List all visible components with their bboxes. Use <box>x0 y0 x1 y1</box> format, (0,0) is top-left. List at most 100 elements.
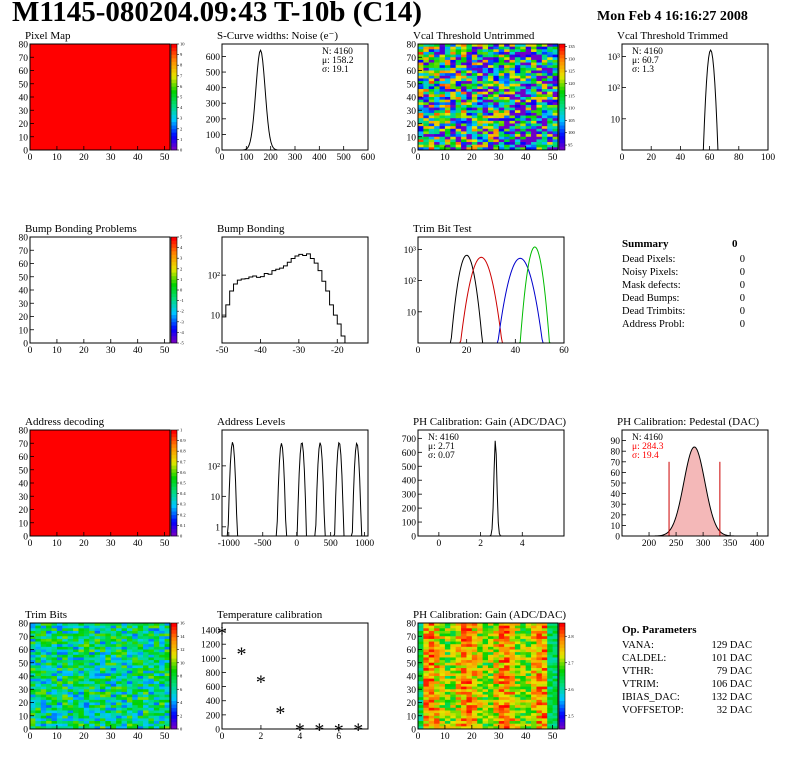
trim-bits-cell <box>105 689 112 693</box>
vcal-untrimmed-cell <box>541 110 548 114</box>
trim-bits-cell <box>83 707 90 711</box>
vcal-untrimmed-cell <box>547 110 554 114</box>
trim-bits-cell <box>110 723 117 727</box>
ph-gain-map-cell <box>552 630 559 634</box>
trim-bits-cell <box>100 665 106 669</box>
trim-bits-cell <box>100 654 106 658</box>
trim-bits-cell <box>137 670 144 674</box>
trim-bits-cell <box>110 636 117 640</box>
ph-gain-map-cell <box>439 699 446 703</box>
trim-bits-cell <box>67 713 74 717</box>
ph-gain-map-cell <box>498 686 505 690</box>
trim-bits-cell <box>73 652 79 656</box>
ph-gain-map-cell <box>509 686 516 690</box>
trim-bits-cell <box>78 694 85 698</box>
ph-gain-map-xtick-label: 40 <box>521 732 531 742</box>
trim-bits-cell <box>105 723 112 727</box>
vcal-untrimmed-cell <box>482 62 489 66</box>
ph-gain-map-cell <box>434 691 440 695</box>
vcal-untrimmed-cell <box>504 44 510 48</box>
vcal-untrimmed-cell <box>488 62 494 66</box>
vcal-untrimmed-cell <box>509 81 516 85</box>
trim-bits-cell <box>30 702 36 706</box>
trim-bits-cell <box>40 633 47 637</box>
ph-gain-map-cell <box>450 702 457 706</box>
trim-bits-cell <box>164 707 171 711</box>
vcal-untrimmed-cell <box>461 97 467 101</box>
trim-bits-cell <box>164 660 171 664</box>
vcal-untrimmed-cell <box>498 115 505 119</box>
ph-gain-map-cell <box>498 683 505 687</box>
vcal-untrimmed-cell <box>504 73 510 77</box>
ph-gain-map-cell <box>477 710 484 714</box>
trim-bits-palette-label: 2 <box>180 713 182 718</box>
ph-gain-map-cell <box>547 718 554 722</box>
ph-gain-map-cell <box>493 686 500 690</box>
vcal-untrimmed-cell <box>471 67 478 71</box>
trim-bits-cell <box>153 678 160 682</box>
trim-bits-cell <box>78 649 85 653</box>
ph-gain-map-cell <box>434 699 440 703</box>
trim-bits-cell <box>121 638 128 642</box>
trim-bits-cell <box>51 665 58 669</box>
ph-gain-map-cell <box>514 630 521 634</box>
ph-gain-map-cell <box>536 633 543 637</box>
ph-gain-map-palette-cell <box>559 668 565 673</box>
ph-gain-map-cell <box>504 660 510 664</box>
vcal-untrimmed-cell <box>488 99 494 103</box>
ph-gain-map-cell <box>471 707 478 711</box>
trim-bits-cell <box>105 652 112 656</box>
ph-gain-map-cell <box>536 660 543 664</box>
ph-gain-map-cell <box>514 726 521 730</box>
trim-bits-cell <box>105 694 112 698</box>
ph-gain-map-cell <box>477 673 484 677</box>
vcal-untrimmed-cell <box>477 89 484 93</box>
vcal-untrimmed-cell <box>488 104 494 108</box>
vcal-untrimmed-cell <box>418 70 424 74</box>
trim-bits-cell <box>126 670 133 674</box>
temp-calibration-point: * <box>334 720 344 742</box>
vcal-untrimmed-cell <box>541 91 548 95</box>
trim-bits-cell <box>100 713 106 717</box>
vcal-untrimmed-cell <box>547 112 554 116</box>
trim-bits-cell <box>159 686 166 690</box>
ph-gain-map-cell <box>547 652 554 656</box>
ph-gain-map-palette-cell <box>559 637 565 641</box>
vcal-untrimmed-cell <box>504 83 510 87</box>
trim-bits-ytick-label: 40 <box>19 673 29 683</box>
ph-gain-map-cell <box>455 673 462 677</box>
bump-problems-palette-label: 1 <box>180 277 182 282</box>
ph-gain-map-cell <box>531 668 537 672</box>
trim-bits-cell <box>35 625 42 629</box>
ph-gain-map-cell <box>520 713 527 717</box>
ph-gain-map-cell <box>552 652 559 656</box>
ph-gain-map-cell <box>488 665 494 669</box>
ph-gain-map-cell <box>450 646 457 650</box>
vcal-untrimmed-cell <box>471 59 478 63</box>
vcal-untrimmed-palette-cell <box>559 51 565 55</box>
trim-bits-cell <box>30 721 36 725</box>
vcal-untrimmed-palette-cell <box>559 82 565 87</box>
trim-bits-cell <box>100 625 106 629</box>
vcal-untrimmed-cell <box>423 86 430 90</box>
pixel-map-palette-label: 6 <box>180 84 183 89</box>
vcal-untrimmed-cell <box>514 75 521 79</box>
trim-bits-cell <box>153 665 160 669</box>
ph-gain-map-xtick-label: 10 <box>440 732 450 742</box>
trim-bits-cell <box>153 670 160 674</box>
vcal-untrimmed-cell <box>450 131 457 135</box>
vcal-untrimmed-cell <box>455 73 462 77</box>
ph-gain-map-cell <box>488 707 494 711</box>
ph-gain-map-cell <box>444 694 451 698</box>
vcal-untrimmed-cell <box>455 86 462 90</box>
vcal-untrimmed-cell <box>498 67 505 71</box>
trim-bits-cell <box>83 665 90 669</box>
trim-bits-cell <box>94 625 101 629</box>
address-levels-series <box>222 443 368 537</box>
trim-bits-cell <box>148 633 155 637</box>
ph-gain-map-cell <box>434 625 440 629</box>
ph-gain-map-cell <box>466 646 473 650</box>
trim-bits-cell <box>46 657 52 661</box>
ph-gain-map-cell <box>531 662 537 666</box>
ph-gain-map-cell <box>552 676 559 680</box>
